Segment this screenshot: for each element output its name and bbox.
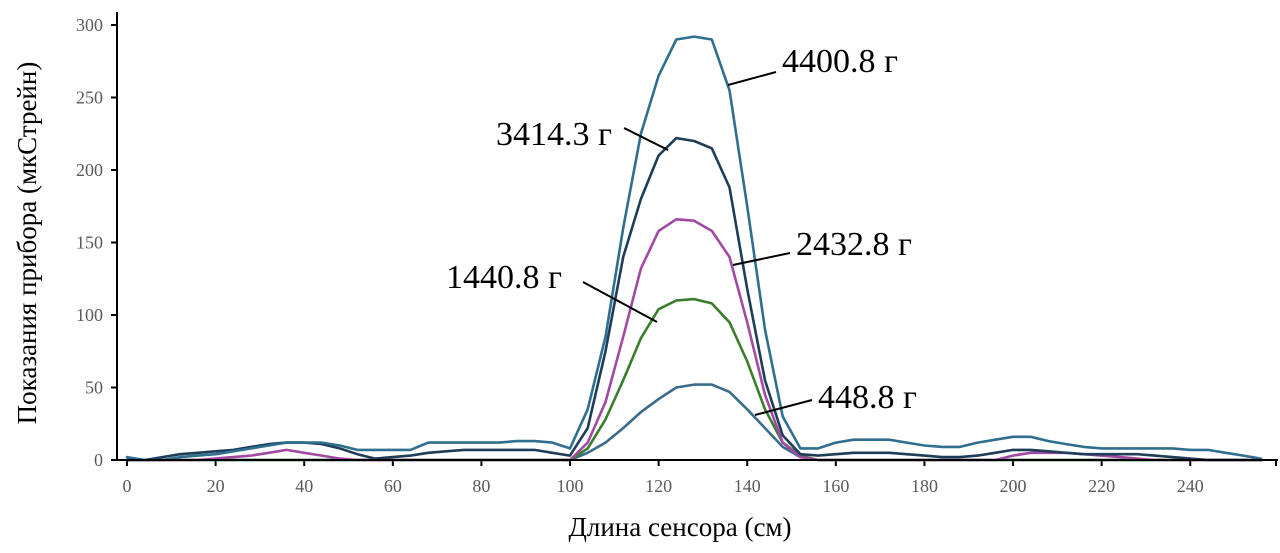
x-tick-label: 80 — [472, 476, 490, 496]
annotation-leader-line — [727, 71, 777, 86]
annotation-layer: 4400.8 г 3414.3 г 2432.8 г 1440.8 г 448.8 г — [446, 43, 917, 416]
y-axis-title: Показания прибора (мкСтрейн) — [12, 62, 42, 425]
series-annotation-label: 4400.8 г — [782, 43, 898, 80]
y-tick-label: 100 — [76, 305, 103, 325]
annotation-leader-line — [732, 252, 791, 266]
x-tick-label: 0 — [123, 476, 132, 496]
series-annotation-label: 3414.3 г — [496, 116, 612, 153]
x-tick-label: 160 — [822, 476, 849, 496]
x-tick-label: 200 — [1000, 476, 1027, 496]
ticks-layer: 0 50 100 150 200 250 300 0 20 40 60 80 100 120 140 160 1… — [76, 15, 1277, 496]
series-line-5 — [125, 35, 1263, 462]
y-tick-label: 50 — [85, 378, 103, 398]
series-annotation-label: 1440.8 г — [446, 259, 562, 296]
series-annotation-label: 2432.8 г — [796, 226, 912, 263]
x-tick-label: 180 — [911, 476, 938, 496]
y-tick-label: 0 — [94, 450, 103, 470]
x-tick-label: 120 — [645, 476, 672, 496]
x-tick-label: 60 — [384, 476, 402, 496]
annotation-leader-line — [623, 127, 669, 151]
series-layer — [125, 35, 1263, 462]
y-tick-label: 250 — [76, 88, 103, 108]
series-line-2 — [125, 297, 1263, 462]
x-tick-label: 20 — [207, 476, 225, 496]
series-annotation-label: 448.8 г — [818, 379, 917, 416]
y-tick-label: 150 — [76, 233, 103, 253]
series-line-3 — [125, 218, 1263, 462]
x-tick-label: 140 — [734, 476, 761, 496]
x-tick-label: 240 — [1177, 476, 1204, 496]
annotation-leader-line — [754, 399, 813, 416]
annotation-leader-line — [582, 281, 658, 323]
y-tick-label: 300 — [76, 15, 103, 35]
x-tick-label: 220 — [1088, 476, 1115, 496]
y-tick-label: 200 — [76, 160, 103, 180]
x-axis-title: Длина сенсора (см) — [568, 512, 791, 542]
x-tick-label: 100 — [557, 476, 584, 496]
x-tick-label: 40 — [295, 476, 313, 496]
